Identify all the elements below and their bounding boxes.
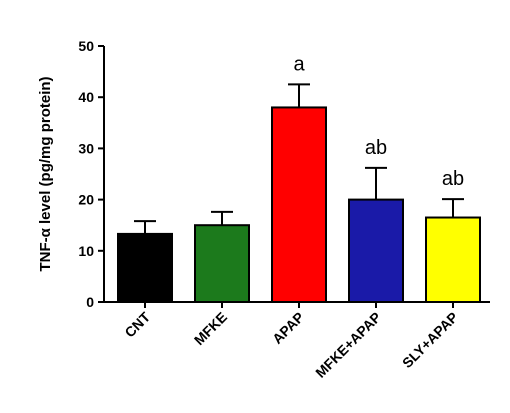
y-tick-label: 20 (78, 192, 94, 208)
y-tick-label: 0 (86, 294, 94, 310)
bar (117, 232, 173, 304)
x-tick-label: CNT (121, 308, 153, 340)
y-axis-label: TNF-α level (pg/mg protein) (37, 76, 54, 271)
annotation: ab (442, 168, 464, 190)
bar (194, 224, 250, 303)
annotation: a (293, 53, 305, 75)
y-tick-label: 40 (78, 89, 94, 105)
x-tick-label: SLY+APAP (399, 309, 461, 371)
x-tick-label: MFKE (191, 309, 230, 348)
y-tick-label: 10 (78, 243, 94, 259)
bar (271, 106, 327, 303)
y-tick-label: 50 (78, 38, 94, 54)
annotation: ab (365, 137, 387, 159)
x-tick-label: APAP (269, 309, 307, 347)
x-tick-label: MFKE+APAP (312, 309, 384, 381)
bar (425, 216, 481, 304)
bar (348, 198, 404, 304)
y-tick-label: 30 (78, 140, 94, 156)
